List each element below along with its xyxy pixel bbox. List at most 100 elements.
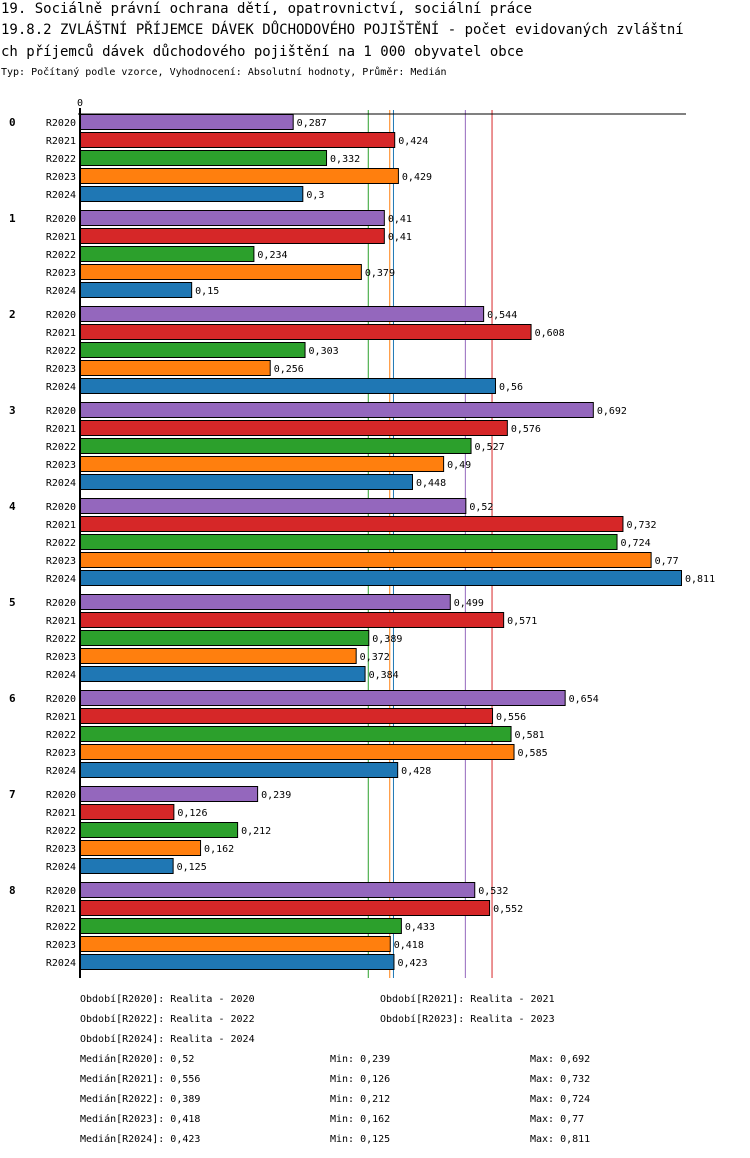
bar xyxy=(80,552,652,568)
bar xyxy=(80,402,594,418)
series-label: R2022 xyxy=(46,826,76,837)
category-label: 6 xyxy=(9,692,16,705)
bar xyxy=(80,534,618,550)
bar xyxy=(80,114,294,130)
data-label: 0,52 xyxy=(469,502,493,513)
axis-zero-label: 0 xyxy=(77,98,83,109)
stat-min-r2021: Min: 0,126 xyxy=(330,1074,391,1085)
series-label: R2021 xyxy=(46,712,76,723)
bar xyxy=(80,210,385,226)
series-label: R2024 xyxy=(46,766,76,777)
series-label: R2023 xyxy=(46,364,76,375)
series-label: R2023 xyxy=(46,844,76,855)
bar xyxy=(80,858,174,874)
data-label: 0,49 xyxy=(447,460,471,471)
data-label: 0,303 xyxy=(309,346,339,357)
bar xyxy=(80,648,357,664)
data-label: 0,256 xyxy=(274,364,304,375)
stat-min-r2023: Min: 0,162 xyxy=(330,1114,391,1125)
data-label: 0,811 xyxy=(685,574,715,585)
data-label: 0,571 xyxy=(507,616,537,627)
category-label: 7 xyxy=(9,788,16,801)
series-label: R2021 xyxy=(46,232,76,243)
bar xyxy=(80,456,445,472)
series-label: R2021 xyxy=(46,808,76,819)
data-label: 0,692 xyxy=(597,406,627,417)
series-label: R2021 xyxy=(46,424,76,435)
stat-min-r2020: Min: 0,239 xyxy=(330,1054,391,1065)
series-label: R2023 xyxy=(46,940,76,951)
series-label: R2022 xyxy=(46,730,76,741)
data-label: 0,433 xyxy=(405,922,435,933)
series-label: R2020 xyxy=(46,406,76,417)
bar xyxy=(80,186,304,202)
bar xyxy=(80,882,476,898)
category-label: 1 xyxy=(9,212,16,225)
bar xyxy=(80,630,370,646)
series-label: R2024 xyxy=(46,958,76,969)
series-label: R2024 xyxy=(46,382,76,393)
bar xyxy=(80,264,362,280)
series-label: R2024 xyxy=(46,190,76,201)
category-label: 0 xyxy=(9,116,16,129)
series-label: R2020 xyxy=(46,790,76,801)
stat-median-r2024: Medián[R2024]: 0,423 xyxy=(80,1134,201,1145)
series-label: R2023 xyxy=(46,556,76,567)
series-label: R2024 xyxy=(46,286,76,297)
chart-title-line1: 19.8.2 ZVLÁŠTNÍ PŘÍJEMCE DÁVEK DŮCHODOVÉ… xyxy=(1,22,684,38)
bar xyxy=(80,708,494,724)
data-label: 0,234 xyxy=(257,250,287,261)
series-label: R2024 xyxy=(46,574,76,585)
series-label: R2020 xyxy=(46,214,76,225)
bar xyxy=(80,150,328,166)
category-label: 5 xyxy=(9,596,16,609)
stat-max-r2023: Max: 0,77 xyxy=(530,1114,585,1125)
data-label: 0,77 xyxy=(655,556,679,567)
bar xyxy=(80,228,385,244)
data-label: 0,162 xyxy=(204,844,234,855)
bar xyxy=(80,762,399,778)
series-label: R2023 xyxy=(46,748,76,759)
category-label: 3 xyxy=(9,404,16,417)
series-label: R2022 xyxy=(46,922,76,933)
series-label: R2022 xyxy=(46,250,76,261)
bar xyxy=(80,324,532,340)
data-label: 0,544 xyxy=(487,310,517,321)
bar xyxy=(80,132,396,148)
series-label: R2022 xyxy=(46,442,76,453)
legend-period-r2021: Období[R2021]: Realita - 2021 xyxy=(380,994,555,1005)
series-label: R2024 xyxy=(46,862,76,873)
legend-period-r2022: Období[R2022]: Realita - 2022 xyxy=(80,1014,255,1025)
data-label: 0,41 xyxy=(388,214,412,225)
bar xyxy=(80,342,306,358)
data-label: 0,287 xyxy=(297,118,327,129)
bar xyxy=(80,282,193,298)
series-label: R2021 xyxy=(46,904,76,915)
data-label: 0,576 xyxy=(511,424,541,435)
stat-max-r2024: Max: 0,811 xyxy=(530,1134,591,1145)
bar xyxy=(80,726,512,742)
bar xyxy=(80,744,515,760)
series-label: R2023 xyxy=(46,268,76,279)
series-label: R2023 xyxy=(46,652,76,663)
data-label: 0,585 xyxy=(518,748,548,759)
data-label: 0,239 xyxy=(261,790,291,801)
chart-title-line2: ch příjemců dávek důchodového pojištění … xyxy=(1,44,524,60)
series-label: R2020 xyxy=(46,694,76,705)
bar xyxy=(80,474,413,490)
chart-subtitle: Typ: Počítaný podle vzorce, Vyhodnocení:… xyxy=(1,67,447,78)
series-label: R2022 xyxy=(46,634,76,645)
page-title: 19. Sociálně právní ochrana dětí, opatro… xyxy=(1,1,533,17)
data-label: 0,532 xyxy=(478,886,508,897)
data-label: 0,608 xyxy=(535,328,565,339)
bar xyxy=(80,168,399,184)
series-label: R2020 xyxy=(46,118,76,129)
series-label: R2024 xyxy=(46,670,76,681)
stat-max-r2021: Max: 0,732 xyxy=(530,1074,591,1085)
data-label: 0,389 xyxy=(372,634,402,645)
series-label: R2022 xyxy=(46,346,76,357)
data-label: 0,732 xyxy=(626,520,656,531)
data-label: 0,41 xyxy=(388,232,412,243)
data-label: 0,212 xyxy=(241,826,271,837)
